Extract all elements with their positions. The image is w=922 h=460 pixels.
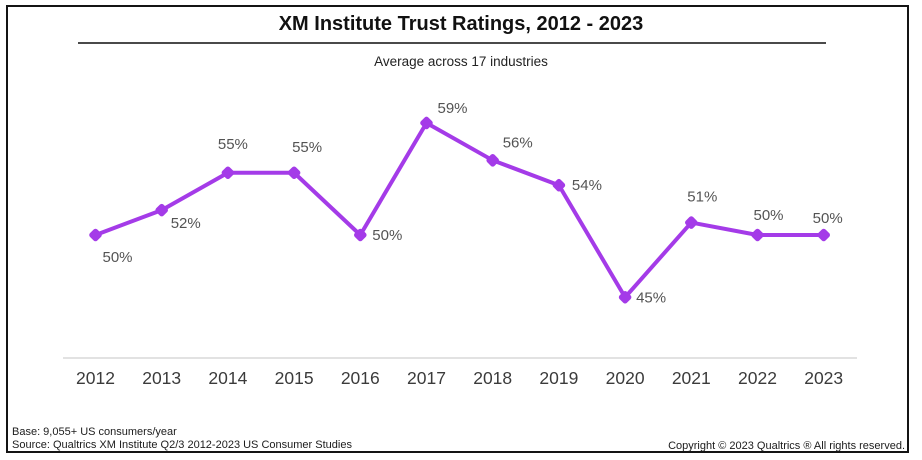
x-tick-2022: 2022 <box>738 368 777 388</box>
source-note: Source: Qualtrics XM Institute Q2/3 2012… <box>12 439 352 451</box>
data-label-2018: 56% <box>503 134 533 151</box>
x-tick-2014: 2014 <box>208 368 247 388</box>
x-tick-2016: 2016 <box>341 368 380 388</box>
x-tick-2018: 2018 <box>473 368 512 388</box>
x-tick-2012: 2012 <box>76 368 115 388</box>
x-tick-2013: 2013 <box>142 368 181 388</box>
x-tick-2020: 2020 <box>606 368 645 388</box>
data-label-2022: 50% <box>753 207 783 224</box>
data-label-2017: 59% <box>438 100 468 117</box>
copyright-note: Copyright © 2023 Qualtrics ® All rights … <box>668 440 905 452</box>
data-point-2017 <box>420 116 433 130</box>
x-tick-2023: 2023 <box>804 368 843 388</box>
data-label-2020: 45% <box>636 289 666 306</box>
footer-notes: Base: 9,055+ US consumers/year Source: Q… <box>12 426 352 452</box>
data-point-2020 <box>618 290 632 304</box>
x-tick-2021: 2021 <box>672 368 711 388</box>
chart-subtitle: Average across 17 industries <box>374 54 548 69</box>
data-point-2016 <box>354 228 367 242</box>
data-label-2021: 51% <box>687 189 717 206</box>
title-divider <box>78 42 826 44</box>
x-tick-2019: 2019 <box>539 368 578 388</box>
data-point-2021 <box>685 216 698 229</box>
data-point-2013 <box>155 203 168 217</box>
data-label-2015: 55% <box>292 139 322 156</box>
data-point-2019 <box>552 178 566 192</box>
chart-footer: Base: 9,055+ US consumers/year Source: Q… <box>12 426 905 452</box>
x-tick-2015: 2015 <box>275 368 314 388</box>
data-point-2014 <box>221 166 235 180</box>
data-point-2023 <box>817 228 830 242</box>
x-tick-2017: 2017 <box>407 368 446 388</box>
trend-line <box>93 120 826 300</box>
data-label-2016: 50% <box>372 227 402 244</box>
data-point-2012 <box>89 228 102 242</box>
data-point-2015 <box>287 166 301 180</box>
data-label-2023: 50% <box>813 210 843 227</box>
data-point-2022 <box>751 228 764 242</box>
data-point-2018 <box>486 154 499 167</box>
chart-title: XM Institute Trust Ratings, 2012 - 2023 <box>278 13 644 35</box>
data-label-2012: 50% <box>102 249 132 266</box>
base-note: Base: 9,055+ US consumers/year <box>12 426 177 438</box>
data-label-2014: 55% <box>218 136 248 153</box>
data-label-2013: 52% <box>171 215 201 232</box>
data-label-2019: 54% <box>572 177 602 194</box>
